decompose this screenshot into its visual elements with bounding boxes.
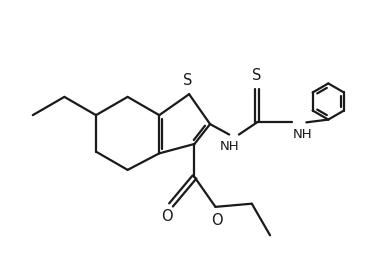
Text: O: O <box>161 209 173 224</box>
Text: S: S <box>183 73 192 88</box>
Text: NH: NH <box>220 140 240 153</box>
Text: O: O <box>211 213 223 228</box>
Text: S: S <box>252 68 262 83</box>
Text: NH: NH <box>293 128 312 141</box>
